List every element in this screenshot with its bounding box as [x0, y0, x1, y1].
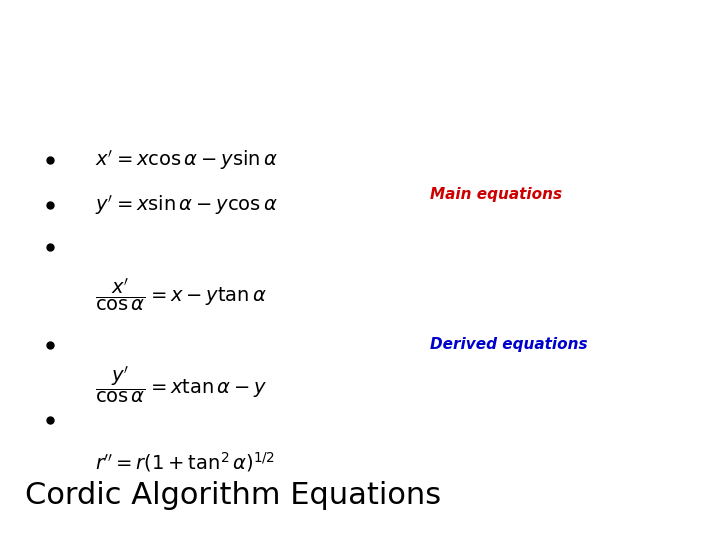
Text: $\dfrac{x'}{\cos\alpha} = x - y\tan\alpha$: $\dfrac{x'}{\cos\alpha} = x - y\tan\alph… [95, 276, 267, 314]
Text: Derived equations: Derived equations [430, 338, 588, 353]
Text: Cordic Algorithm Equations: Cordic Algorithm Equations [25, 481, 441, 510]
Text: $r'' = r\left(1+\tan^2\alpha\right)^{1/2}$: $r'' = r\left(1+\tan^2\alpha\right)^{1/2… [95, 450, 275, 474]
Text: $\dfrac{y'}{\cos\alpha} = x\tan\alpha - y$: $\dfrac{y'}{\cos\alpha} = x\tan\alpha - … [95, 364, 267, 406]
Text: $y' = x\sin\alpha - y\cos\alpha$: $y' = x\sin\alpha - y\cos\alpha$ [95, 193, 278, 217]
Text: Main equations: Main equations [430, 187, 562, 202]
Text: $x' = x\cos\alpha - y\sin\alpha$: $x' = x\cos\alpha - y\sin\alpha$ [95, 148, 278, 172]
